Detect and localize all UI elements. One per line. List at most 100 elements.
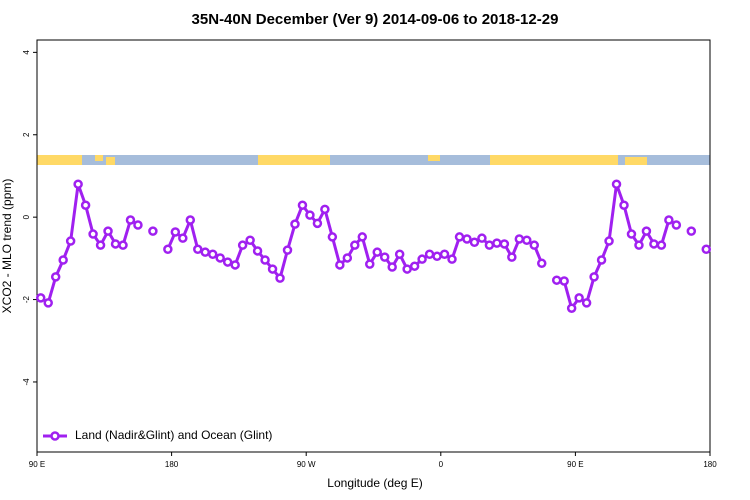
data-point	[484, 240, 495, 250]
data-point	[95, 240, 106, 250]
chart-title: 35N-40N December (Ver 9) 2014-09-06 to 2…	[192, 11, 559, 28]
data-point	[327, 232, 338, 242]
data-point	[409, 261, 420, 271]
data-point	[335, 260, 345, 270]
x-tick-label: 0	[439, 460, 444, 469]
data-point	[73, 179, 83, 189]
data-point	[35, 293, 46, 303]
data-point	[619, 200, 629, 210]
data-point	[432, 251, 442, 262]
land-mask-strip	[37, 155, 710, 165]
data-point	[260, 255, 270, 265]
data-point	[447, 254, 457, 264]
legend-marker	[50, 431, 60, 441]
data-point	[237, 240, 248, 250]
data-point	[297, 200, 308, 210]
data-point	[522, 235, 532, 245]
data-point	[701, 244, 712, 255]
data-point	[551, 275, 562, 285]
data-point	[65, 236, 76, 246]
data-point	[424, 249, 435, 259]
data-point	[529, 240, 540, 250]
data-point	[320, 204, 330, 215]
x-tick-label: 90 E	[567, 460, 583, 469]
data-point	[230, 260, 240, 270]
data-point	[379, 252, 390, 262]
y-axis-label: XCO2 - MLO trend (ppm)	[0, 179, 14, 314]
x-tick-label: 180	[703, 460, 717, 469]
x-axis-label: Longitude (deg E)	[327, 476, 422, 490]
data-point	[372, 247, 382, 257]
data-point	[275, 273, 285, 283]
data-point	[365, 259, 375, 269]
data-point	[215, 253, 225, 263]
data-point	[290, 219, 300, 229]
data-point	[664, 215, 674, 225]
data-point	[492, 238, 502, 248]
data-point	[439, 249, 450, 259]
data-point	[387, 262, 397, 272]
data-point	[88, 229, 98, 239]
data-point	[103, 226, 113, 236]
data-point	[350, 240, 360, 250]
data-point	[207, 249, 218, 259]
y-tick-label: 0	[22, 214, 31, 219]
data-point	[58, 255, 68, 265]
y-tick-label: -2	[22, 295, 31, 303]
y-tick-label: 2	[22, 132, 31, 137]
data-point	[267, 264, 278, 274]
data-point	[305, 210, 315, 220]
data-point	[477, 233, 487, 243]
data-point	[507, 252, 517, 262]
data-point	[252, 246, 263, 256]
data-point	[454, 232, 465, 242]
data-point	[110, 239, 121, 249]
data-point	[163, 244, 173, 255]
data-point	[80, 200, 91, 210]
data-point	[312, 218, 323, 229]
data-point	[634, 240, 644, 250]
data-point	[581, 298, 592, 308]
data-point	[148, 226, 158, 236]
series-line	[41, 184, 707, 308]
data-point	[656, 240, 667, 250]
data-point	[596, 255, 607, 265]
data-point	[499, 239, 510, 249]
data-point	[193, 244, 203, 255]
data-point	[245, 235, 255, 245]
data-point	[671, 220, 682, 230]
x-tick-label: 90 W	[297, 460, 316, 469]
data-point	[282, 245, 293, 255]
data-point	[125, 215, 136, 225]
data-point	[514, 234, 525, 244]
data-point	[611, 179, 622, 189]
data-point	[469, 237, 480, 248]
data-point	[133, 220, 143, 230]
data-point	[170, 227, 181, 237]
data-point	[537, 258, 547, 269]
y-tick-label: -4	[22, 378, 31, 386]
data-point	[50, 272, 61, 282]
data-point	[394, 249, 405, 259]
y-tick-label: 4	[22, 50, 31, 55]
data-point	[649, 239, 659, 249]
data-point	[402, 264, 412, 274]
data-point	[118, 240, 128, 250]
data-point	[686, 226, 697, 236]
data-point	[43, 298, 53, 308]
data-point	[574, 293, 584, 303]
data-point	[641, 226, 652, 236]
data-point	[589, 272, 599, 282]
data-point	[222, 257, 233, 267]
x-tick-label: 90 E	[29, 460, 45, 469]
data-point	[604, 236, 614, 246]
legend-label: Land (Nadir&Glint) and Ocean (Glint)	[75, 428, 272, 442]
data-point	[626, 229, 637, 239]
data-point	[342, 253, 353, 263]
data-point	[417, 254, 427, 264]
data-point	[566, 303, 577, 313]
data-point	[462, 234, 472, 244]
plot-frame	[36, 39, 711, 453]
data-point	[185, 215, 196, 225]
